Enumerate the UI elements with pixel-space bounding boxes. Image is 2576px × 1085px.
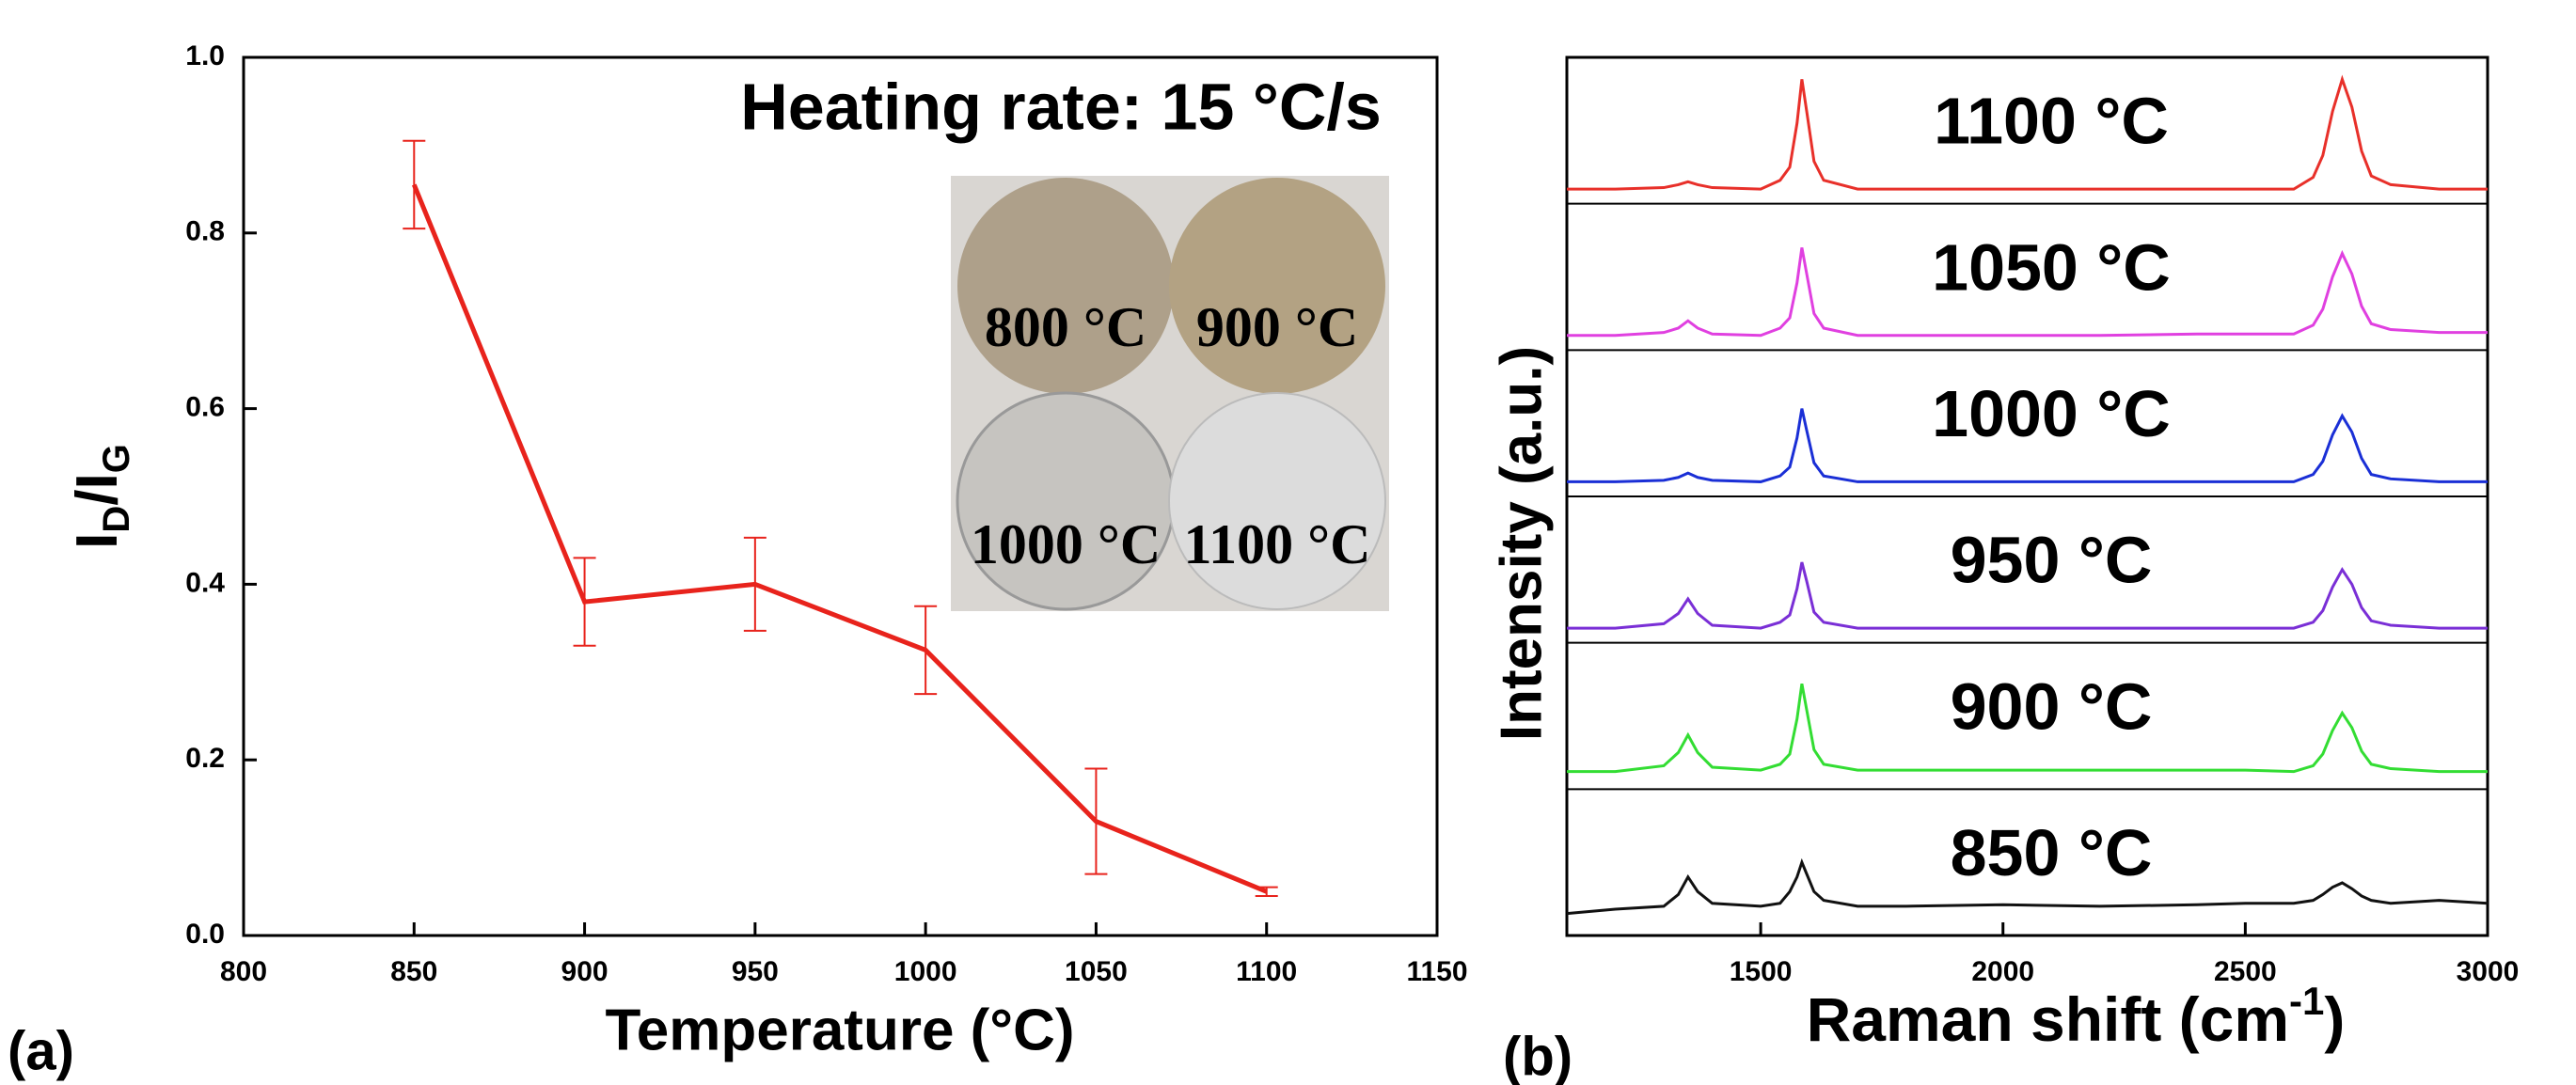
spectrum	[1567, 683, 2488, 774]
y-axis-label-part: I	[65, 533, 130, 549]
x-tick-label: 1000	[894, 956, 957, 987]
inset-label: 900 °C	[1196, 296, 1358, 358]
wafer	[957, 178, 1174, 394]
x-tick-label: 3000	[2457, 956, 2520, 987]
x-tick-label: 2000	[1971, 956, 2034, 987]
data-line	[411, 183, 1268, 894]
wafer	[956, 391, 1176, 611]
inset-label: 1100 °C	[1183, 513, 1370, 575]
error-bar	[743, 536, 766, 632]
x-axis-label-part: )	[2324, 984, 2345, 1054]
y-axis-label-part: /I	[65, 473, 130, 505]
y-axis-label: ID/IG	[65, 444, 136, 549]
error-bar	[573, 557, 596, 647]
plot-frame-a	[242, 55, 1439, 937]
x-tick-label: 1500	[1730, 956, 1793, 987]
error-bar	[403, 139, 426, 230]
error-bar	[1084, 767, 1108, 875]
annotation: Heating rate: 15 °C/s	[740, 70, 1382, 143]
x-tick-label: 900	[561, 956, 608, 987]
panel-label: (a)	[8, 1020, 74, 1081]
y-tick-label: 0.2	[185, 743, 225, 774]
x-axis-label: Raman shift (cm-1)	[1807, 979, 2346, 1054]
inset-label: 1000 °C	[971, 513, 1161, 575]
x-tick-label: 2500	[2214, 956, 2277, 987]
x-tick-label: 800	[220, 956, 267, 987]
spectrum	[1567, 74, 2488, 191]
y-tick-label: 0.6	[185, 392, 225, 423]
error-bar	[1255, 886, 1278, 897]
panel-label: (b)	[1503, 1026, 1572, 1085]
x-axis-label-part: Raman shift (cm	[1807, 984, 2289, 1054]
inset-photo	[951, 176, 1389, 611]
y-tick-label: 0.8	[185, 216, 225, 247]
wafer	[1168, 392, 1386, 610]
wafer	[1169, 178, 1385, 394]
x-tick-label: 1150	[1406, 956, 1467, 987]
x-tick-label: 1100	[1236, 956, 1297, 987]
spectrum	[1567, 408, 2488, 483]
y-axis-label: Intensity (a.u.)	[1489, 346, 1554, 741]
x-tick-label: 950	[732, 956, 779, 987]
y-axis-label-subscript: G	[96, 444, 137, 473]
y-tick-label: 1.0	[185, 40, 225, 71]
spectrum	[1567, 247, 2488, 338]
series-label: 950 °C	[1951, 524, 2153, 597]
error-bar	[914, 605, 938, 696]
y-axis-label-subscript: D	[96, 506, 137, 533]
series-label: 1000 °C	[1932, 377, 2171, 450]
x-tick-label: 850	[390, 956, 437, 987]
spectrum	[1567, 561, 2488, 630]
series-label: 900 °C	[1951, 669, 2153, 743]
inset-label: 800 °C	[985, 296, 1146, 358]
spectrum	[1566, 857, 2489, 916]
series-label: 1100 °C	[1934, 85, 2169, 158]
y-tick-label: 0.0	[185, 919, 225, 950]
series-label: 1050 °C	[1932, 230, 2171, 304]
x-axis-label-superscript: -1	[2289, 979, 2324, 1023]
y-tick-label: 0.4	[185, 567, 225, 598]
series-label: 850 °C	[1951, 816, 2153, 889]
x-tick-label: 1050	[1065, 956, 1128, 987]
x-axis-label: Temperature (°C)	[605, 998, 1074, 1062]
